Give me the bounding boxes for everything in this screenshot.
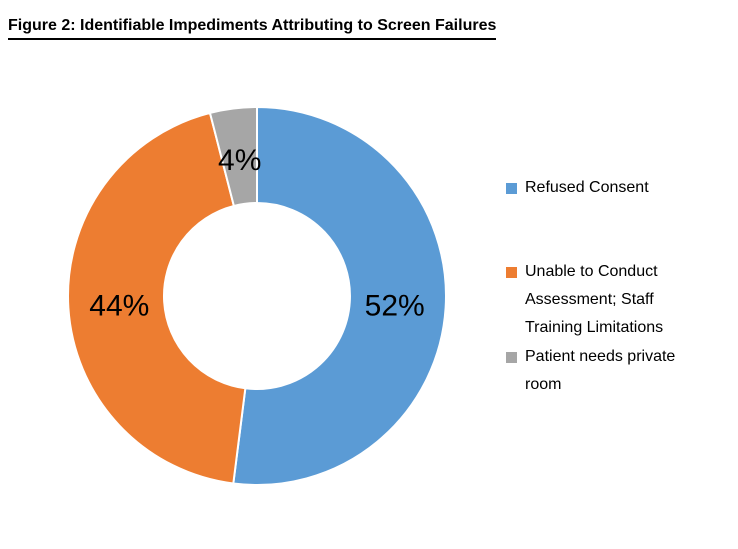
legend-label: Refused Consent xyxy=(525,179,649,196)
legend-item-unable-to-conduct: Unable to Conduct Assessment; Staff Trai… xyxy=(506,258,690,342)
legend-item-patient-needs-private-room: Patient needs private room xyxy=(506,343,690,399)
legend-label: Patient needs private room xyxy=(525,348,676,393)
figure-title: Figure 2: Identifiable Impediments Attri… xyxy=(8,17,497,40)
legend-label: Unable to Conduct Assessment; Staff Trai… xyxy=(525,263,664,336)
legend-item-refused-consent: Refused Consent xyxy=(506,174,690,202)
data-label-0: 52% xyxy=(365,290,425,323)
donut-slice-1 xyxy=(67,111,247,485)
data-label-1: 44% xyxy=(89,290,149,323)
legend-swatch-gray xyxy=(506,352,517,363)
legend-swatch-orange xyxy=(506,267,517,278)
data-label-2: 4% xyxy=(218,144,261,177)
donut-slice-2 xyxy=(209,106,258,207)
donut-slice-0 xyxy=(232,106,447,486)
figure-title-text: Figure 2: Identifiable Impediments Attri… xyxy=(8,17,497,40)
legend-swatch-blue xyxy=(506,183,517,194)
